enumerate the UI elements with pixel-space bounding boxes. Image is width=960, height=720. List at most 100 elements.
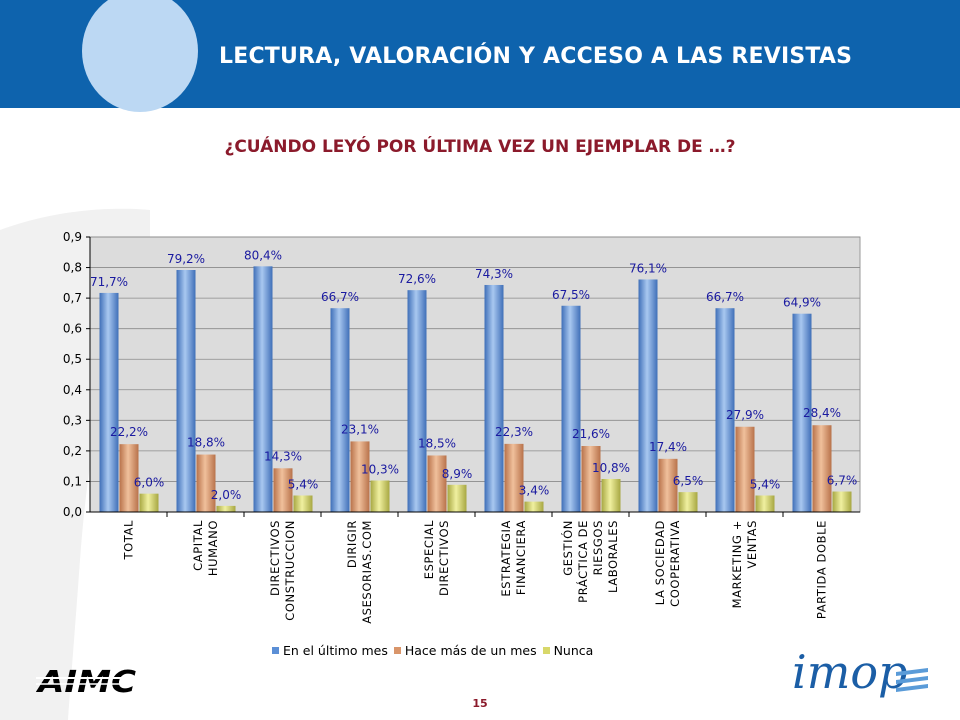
legend-swatch-icon: [393, 647, 401, 654]
x-category-label: MARKETING + VENTAS: [730, 520, 759, 608]
value-label: 79,2%: [167, 252, 205, 266]
bar: [119, 444, 139, 512]
y-axis: 0,0 0,1 0,2 0,3 0,4 0,5 0,6 0,7 0,8 0,9: [63, 230, 91, 519]
imop-logo-text: imop: [792, 645, 908, 699]
value-label: 6,0%: [134, 476, 165, 490]
imop-logo-lines: [896, 668, 928, 692]
legend-item-mas-de-un-mes: Hace más de un mes: [393, 643, 537, 658]
value-label: 18,8%: [187, 436, 225, 450]
x-category-line: LA SOCIEDAD: [653, 520, 667, 605]
x-category-label: DIRIGIR ASESORIAS.COM: [345, 520, 374, 624]
legend-swatch-icon: [542, 647, 550, 654]
value-label: 18,5%: [418, 436, 456, 450]
x-category-line: CAPITAL: [191, 520, 205, 571]
value-label: 66,7%: [321, 290, 359, 304]
x-category-line: ESPECIAL: [422, 520, 436, 579]
x-category-line: PRÁCTICA DE: [575, 520, 590, 603]
value-label: 27,9%: [726, 408, 764, 422]
x-category-label: ESTRATEGIA FINANCIERA: [499, 520, 528, 597]
bar: [273, 468, 293, 512]
bar: [139, 493, 159, 512]
bar: [755, 495, 775, 512]
header-circle-decoration: [82, 0, 198, 112]
value-label: 22,2%: [110, 425, 148, 439]
value-label: 28,4%: [803, 406, 841, 420]
value-label: 67,5%: [552, 288, 590, 302]
bar: [601, 479, 621, 512]
bar: [196, 454, 216, 512]
bar: [484, 284, 504, 512]
bars: [99, 266, 852, 512]
bar: [407, 290, 427, 512]
value-label: 72,6%: [398, 272, 436, 286]
x-category-label: CAPITAL HUMANO: [191, 520, 220, 576]
legend-label: Hace más de un mes: [404, 643, 537, 658]
bar: [792, 313, 812, 512]
x-category-line: ESTRATEGIA: [499, 520, 513, 597]
x-category-line: GESTIÓN: [560, 520, 575, 576]
y-tick-label: 0,1: [63, 474, 82, 488]
legend: En el último mes Hace más de un mes Nunc…: [272, 643, 595, 658]
x-category-line: RIESGOS: [591, 520, 605, 575]
legend-swatch-icon: [272, 647, 279, 654]
y-tick-label: 0,8: [63, 261, 82, 275]
y-tick-label: 0,0: [63, 505, 82, 519]
y-tick-label: 0,3: [63, 413, 82, 427]
value-label: 6,5%: [673, 474, 704, 488]
y-tick-label: 0,9: [63, 230, 82, 244]
bar: [253, 266, 273, 512]
x-category-line: DIRIGIR: [345, 520, 359, 568]
bar: [735, 426, 755, 512]
x-category-line: FINANCIERA: [514, 520, 528, 595]
x-category-line: PARTIDA DOBLE: [815, 520, 829, 619]
value-label: 64,9%: [783, 296, 821, 310]
x-category-label: GESTIÓN PRÁCTICA DE RIESGOS LABORALES: [560, 520, 620, 603]
x-category-label: ESPECIAL DIRECTIVOS: [422, 520, 451, 596]
x-category-line: DIRECTIVOS: [268, 520, 282, 596]
legend-item-ultimo-mes: En el último mes: [272, 643, 388, 658]
x-category-line: VENTAS: [745, 520, 759, 569]
bar: [447, 484, 467, 512]
x-category-label: TOTAL: [122, 520, 136, 560]
value-label: 17,4%: [649, 440, 687, 454]
slide-title: LECTURA, VALORACIÓN Y ACCESO A LAS REVIS…: [219, 44, 853, 69]
bar: [330, 308, 350, 512]
x-category-line: CONSTRUCCION: [283, 520, 297, 621]
value-label: 21,6%: [572, 427, 610, 441]
x-category-line: LABORALES: [606, 520, 620, 593]
x-category-label: PARTIDA DOBLE: [815, 520, 829, 619]
y-tick-label: 0,7: [63, 291, 82, 305]
value-label: 5,4%: [288, 478, 319, 492]
value-label: 76,1%: [629, 261, 667, 275]
value-label: 2,0%: [211, 488, 242, 502]
value-labels: 71,7% 22,2% 6,0% 79,2% 18,8% 2,0% 80,4% 14,3% 5,…: [90, 248, 857, 502]
legend-label: En el último mes: [283, 643, 388, 658]
bar: [524, 501, 544, 512]
bar: [350, 441, 370, 512]
bar: [581, 446, 601, 512]
x-category-line: COOPERATIVA: [668, 520, 682, 607]
x-axis: TOTAL CAPITAL HUMANO DIRECTIVOS CONSTRUCCION…: [90, 511, 860, 624]
chart-question: ¿CUÁNDO LEYÓ POR ÚLTIMA VEZ UN EJEMPLAR …: [224, 137, 736, 157]
legend-item-nunca: Nunca: [542, 643, 594, 658]
bar: [678, 492, 698, 512]
bar: [812, 425, 832, 512]
bar: [715, 308, 735, 512]
value-label: 3,4%: [519, 484, 550, 498]
value-label: 22,3%: [495, 425, 533, 439]
bar: [216, 505, 236, 512]
value-label: 66,7%: [706, 290, 744, 304]
value-label: 80,4%: [244, 248, 282, 262]
aimc-logo: AIMC: [36, 665, 140, 696]
value-label: 10,3%: [361, 463, 399, 477]
bar: [176, 270, 196, 512]
bar: [638, 279, 658, 512]
imop-logo: imop: [792, 646, 932, 706]
legend-label: Nunca: [553, 643, 594, 658]
y-tick-label: 0,4: [63, 383, 82, 397]
bar: [293, 495, 313, 512]
x-category-label: DIRECTIVOS CONSTRUCCION: [268, 520, 297, 621]
bar: [832, 491, 852, 512]
bar: [99, 292, 119, 512]
